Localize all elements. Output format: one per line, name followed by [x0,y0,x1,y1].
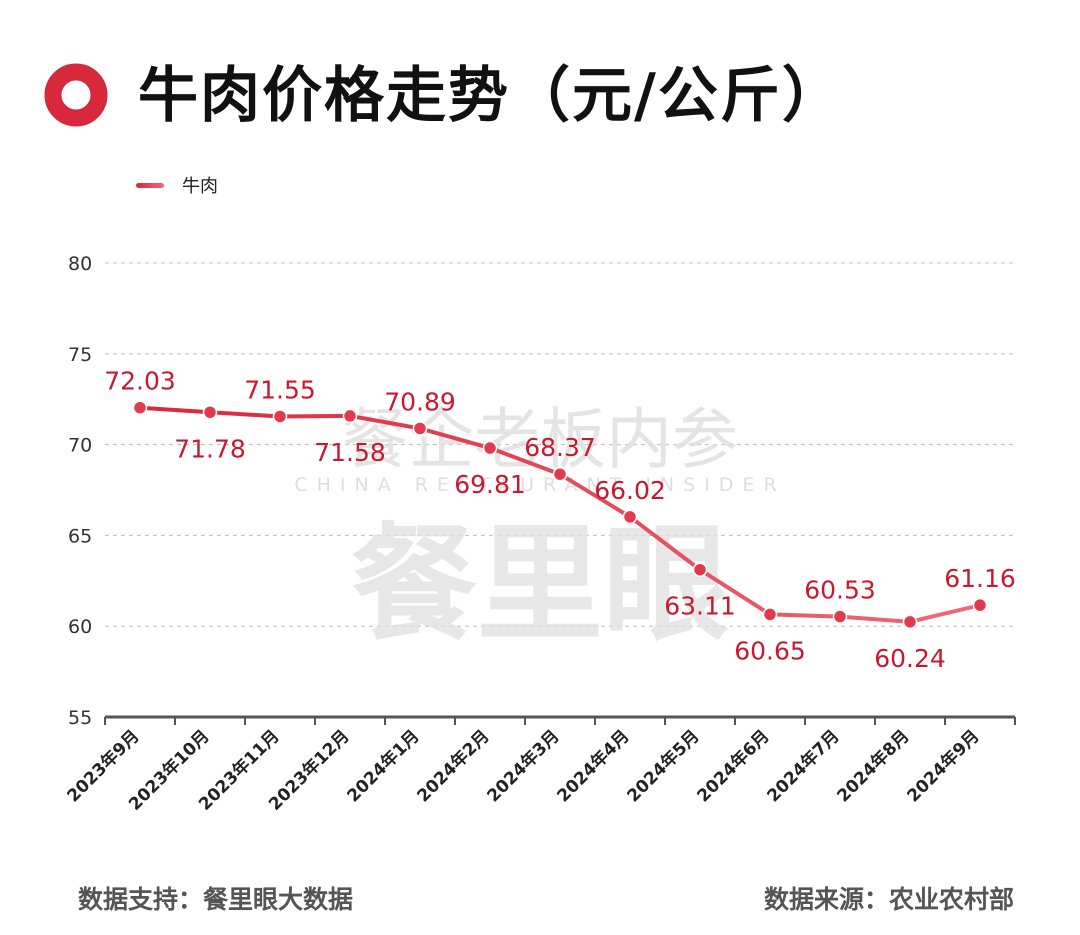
x-tick-label: 2024年4月 [553,726,634,807]
data-label: 71.78 [174,434,246,463]
data-label: 71.55 [244,375,316,404]
data-point [552,466,568,482]
legend-swatch [136,182,164,188]
data-label: 60.65 [734,636,806,665]
data-point [202,405,218,420]
x-tick-label: 2024年7月 [763,726,844,807]
data-point [342,408,358,424]
data-label: 69.81 [454,470,526,499]
x-tick-label: 2024年8月 [833,726,914,807]
x-tick-label: 2024年1月 [343,726,424,807]
watermark: 餐企老板内参 CHINA RESTAURANT INSIDER 餐里眼 [294,401,785,658]
data-point [972,597,988,613]
x-tick-label: 2024年9月 [903,726,984,807]
data-point [622,509,638,525]
chart-title: 牛肉价格走势（元/公斤） [138,61,844,131]
x-tick-label: 2024年2月 [413,726,494,807]
data-label: 71.58 [314,438,386,467]
data-label: 60.24 [874,644,946,673]
data-label: 66.02 [594,476,666,505]
y-tick-label: 60 [68,616,92,638]
y-tick-label: 65 [68,525,92,547]
legend-label: 牛肉 [182,176,218,197]
data-point [762,607,778,622]
x-tick-label: 2024年3月 [483,726,564,807]
data-point [692,562,708,577]
legend: 牛肉 [136,172,218,198]
footer-data-support: 数据支持：餐里眼大数据 [78,885,354,914]
x-tick-label: 2024年5月 [623,726,704,807]
line-chart: 餐企老板内参 CHINA RESTAURANT INSIDER 餐里眼 55 60… [63,253,1016,815]
data-label: 70.89 [384,387,456,416]
ring-icon [44,63,108,127]
data-point [832,609,848,624]
data-point [412,421,428,436]
data-label: 61.16 [944,564,1016,593]
watermark-line2: CHINA RESTAURANT INSIDER [294,474,785,496]
data-point [272,409,288,424]
data-point [902,614,918,630]
data-label: 63.11 [664,592,736,621]
data-point [132,400,148,415]
data-label: 72.03 [104,367,176,396]
data-point [482,440,498,456]
y-tick-label: 80 [68,253,92,275]
data-label: 60.53 [804,576,876,605]
watermark-line3: 餐里眼 [351,511,729,658]
data-label: 68.37 [524,433,596,462]
y-tick-label: 70 [68,435,92,457]
y-tick-label: 75 [68,344,92,366]
x-tick-label: 2024年6月 [693,726,774,807]
footer-data-source: 数据来源：农业农村部 [763,885,1014,914]
y-tick-label: 55 [68,707,92,729]
